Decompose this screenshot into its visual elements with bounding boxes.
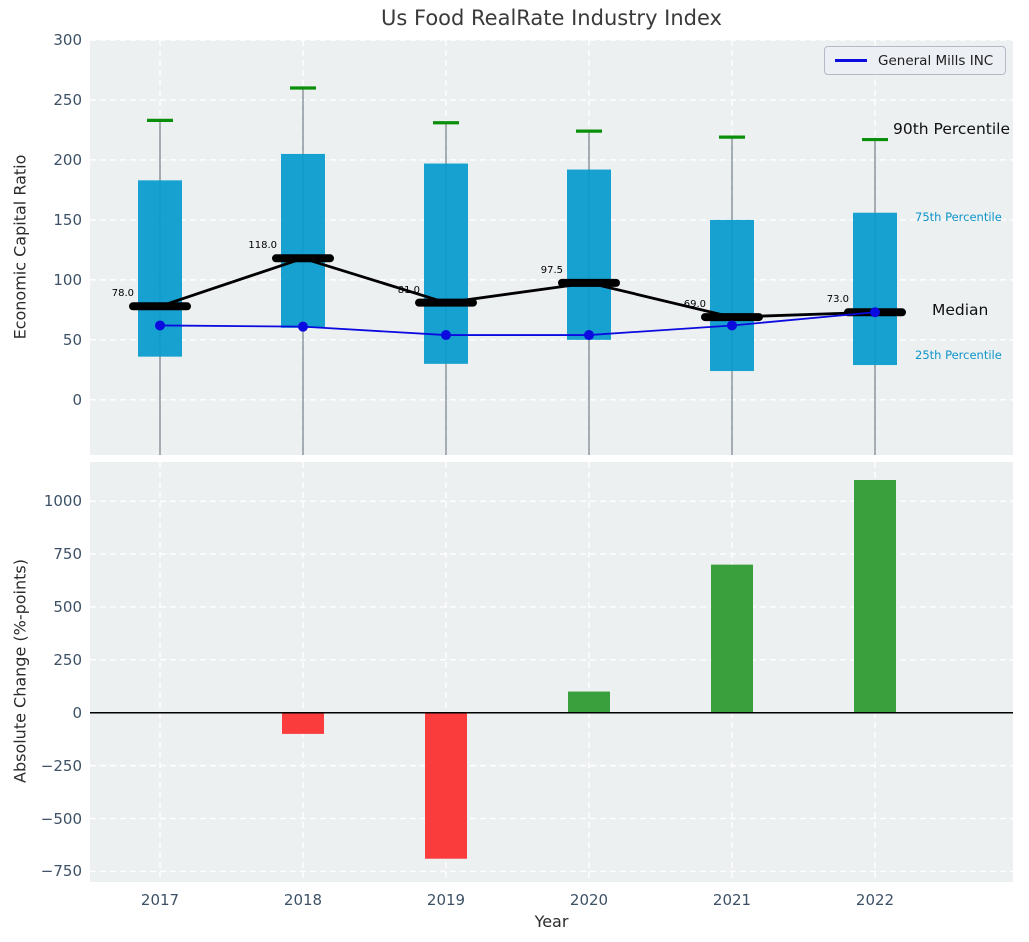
bottom-y-tick-label: −750 bbox=[40, 862, 82, 881]
bottom-y-tick-label: −250 bbox=[40, 756, 82, 775]
top-y-tick-label: 50 bbox=[62, 330, 82, 349]
year-tick-label: 2018 bbox=[283, 891, 323, 909]
chart-title: Us Food RealRate Industry Index bbox=[381, 6, 722, 30]
annotation-75th-percentile: 75th Percentile bbox=[915, 210, 1002, 224]
bottom-y-tick-label: −500 bbox=[40, 809, 82, 828]
median-value-label: 81.0 bbox=[397, 284, 420, 296]
top-y-tick-label: 200 bbox=[53, 150, 82, 169]
top-y-tick-label: 0 bbox=[72, 390, 82, 409]
top-y-tick-label: 250 bbox=[53, 90, 82, 109]
year-tick-label: 2021 bbox=[712, 891, 752, 909]
legend-label: General Mills INC bbox=[878, 52, 994, 69]
bottom-y-tick-label: 500 bbox=[53, 597, 82, 616]
legend-line-swatch bbox=[835, 59, 867, 62]
top-y-tick-label: 150 bbox=[53, 210, 82, 229]
bottom-y-tick-label: 250 bbox=[53, 650, 82, 669]
bottom-y-tick-label: 750 bbox=[53, 545, 82, 564]
legend: General Mills INC bbox=[824, 46, 1007, 75]
median-value-label: 78.0 bbox=[111, 288, 134, 300]
median-value-label: 73.0 bbox=[826, 294, 849, 306]
x-axis-label: Year bbox=[534, 912, 569, 931]
top-y-tick-label: 300 bbox=[53, 31, 82, 49]
year-tick-label: 2022 bbox=[855, 891, 895, 909]
bottom-plot-area bbox=[90, 462, 1013, 882]
annotation-25th-percentile: 25th Percentile bbox=[915, 348, 1002, 362]
bottom-y-axis-label-text: Absolute Change (%-points) bbox=[10, 559, 30, 783]
top-y-axis-label-text: Economic Capital Ratio bbox=[10, 154, 30, 340]
bottom-y-tick-label: 1000 bbox=[43, 492, 82, 511]
year-tick-label: 2020 bbox=[569, 891, 609, 909]
annotation-median: Median bbox=[932, 301, 989, 319]
annotation-90th-percentile: 90th Percentile bbox=[893, 120, 1011, 138]
top-y-tick-label: 100 bbox=[53, 270, 82, 289]
median-value-label: 118.0 bbox=[248, 240, 277, 252]
year-tick-label: 2019 bbox=[426, 891, 466, 909]
bottom-y-tick-label: 0 bbox=[72, 703, 82, 722]
year-tick-label: 2017 bbox=[140, 891, 180, 909]
median-value-label: 69.0 bbox=[683, 299, 706, 311]
median-value-label: 97.5 bbox=[540, 264, 563, 276]
